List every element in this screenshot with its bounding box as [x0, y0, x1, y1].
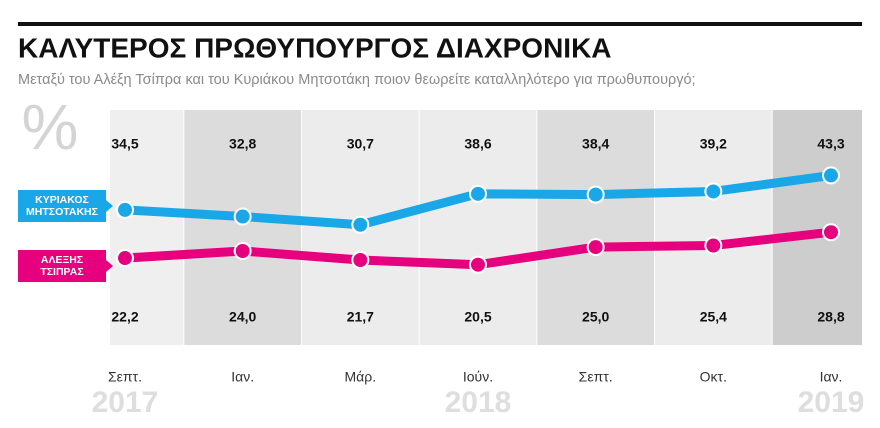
column-band — [536, 110, 655, 345]
data-point — [822, 223, 840, 242]
x-tick-label: Ιούν. — [463, 369, 493, 385]
data-label: 21,7 — [347, 309, 374, 325]
data-label: 20,5 — [464, 309, 491, 325]
year-label: 2019 — [798, 386, 865, 419]
data-label: 39,2 — [700, 136, 727, 152]
x-tick-label: Σεπτ. — [108, 369, 142, 385]
column-band — [110, 110, 184, 345]
top-rule — [18, 22, 862, 26]
x-tick-label: Οκτ. — [700, 369, 727, 385]
year-label: 2017 — [92, 386, 159, 419]
data-point — [469, 184, 487, 203]
data-label: 30,7 — [347, 136, 374, 152]
data-point — [586, 185, 605, 204]
data-label: 28,8 — [817, 309, 844, 325]
x-tick-label: Ιαν. — [231, 369, 254, 385]
legend-pointer — [106, 200, 113, 212]
data-point — [116, 200, 134, 219]
year-label: 2018 — [445, 386, 512, 419]
data-label: 22,2 — [111, 309, 138, 325]
x-tick-label: Ιαν. — [820, 369, 843, 385]
data-label: 43,3 — [817, 136, 844, 152]
data-point — [704, 182, 723, 201]
data-label: 24,0 — [229, 309, 256, 325]
column-band — [654, 110, 773, 345]
data-point — [351, 251, 370, 270]
data-point — [233, 242, 252, 260]
data-point — [704, 236, 723, 255]
legend-label: ΚΥΡΙΑΚΟΣ ΜΗΤΣΟΤΑΚΗΣ — [18, 190, 106, 222]
column-band — [183, 110, 302, 345]
data-label: 32,8 — [229, 136, 256, 152]
data-point — [351, 215, 370, 234]
data-label: 25,4 — [700, 309, 727, 325]
legend-label: ΑΛΕΞΗΣ ΤΣΙΠΡΑΣ — [18, 250, 106, 282]
data-label: 25,0 — [582, 309, 609, 325]
column-band — [419, 110, 537, 345]
data-label: 38,4 — [582, 136, 609, 152]
data-point — [469, 255, 487, 274]
legend-pointer — [106, 260, 113, 272]
chart-subtitle: Μεταξύ του Αλέξη Τσίπρα και του Κυριάκου… — [18, 72, 696, 88]
data-point — [586, 238, 605, 257]
x-tick-label: Σεπτ. — [579, 369, 613, 385]
unit-symbol: % — [22, 91, 79, 163]
data-point — [233, 207, 252, 226]
data-point — [116, 249, 134, 268]
data-label: 34,5 — [111, 136, 138, 152]
column-band — [772, 110, 862, 345]
x-tick-label: Μάρ. — [345, 369, 377, 385]
data-label: 38,6 — [464, 136, 491, 152]
data-point — [822, 166, 840, 185]
chart-title: ΚΑΛΥΤΕΡΟΣ ΠΡΩΘΥΠΟΥΡΓΟΣ ΔΙΑΧΡΟΝΙΚΑ — [18, 32, 612, 63]
